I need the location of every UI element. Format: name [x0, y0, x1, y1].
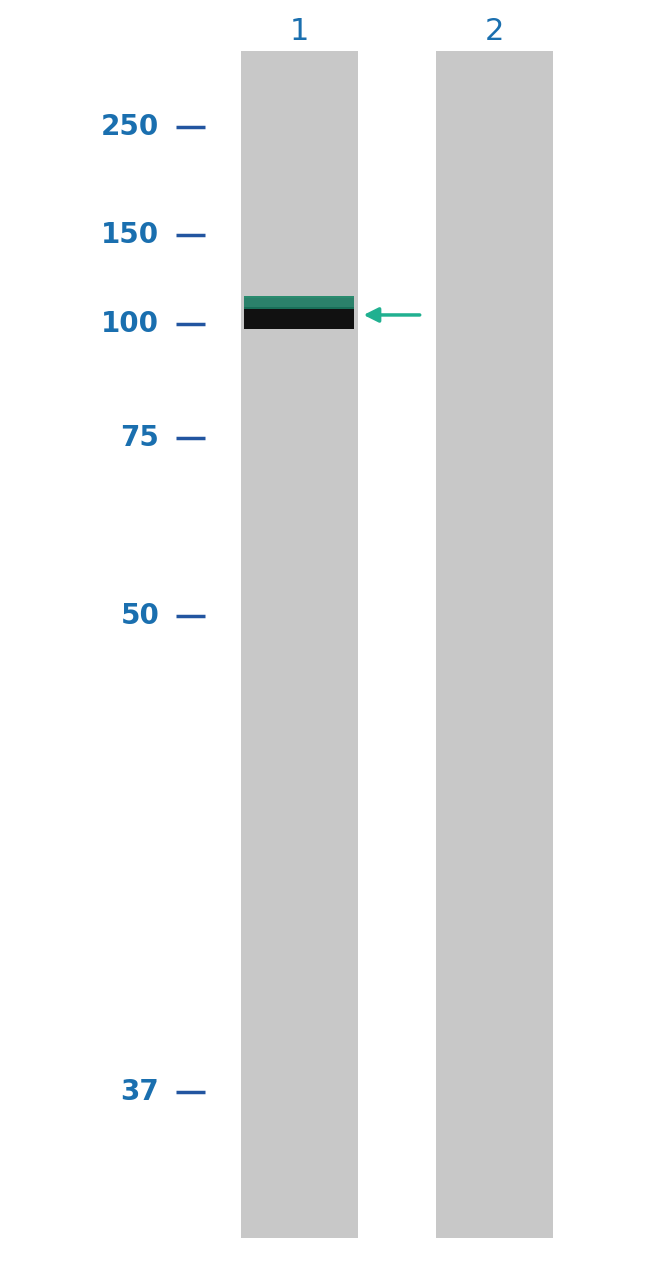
Text: 1: 1: [289, 18, 309, 46]
Text: 100: 100: [101, 310, 159, 338]
Bar: [436, 51, 552, 1238]
Text: 75: 75: [120, 424, 159, 452]
Text: 50: 50: [120, 602, 159, 630]
Bar: [244, 296, 354, 298]
Text: 150: 150: [101, 221, 159, 249]
Bar: [244, 307, 354, 329]
Text: 250: 250: [101, 113, 159, 141]
Text: 37: 37: [120, 1078, 159, 1106]
Bar: [244, 296, 354, 309]
Bar: [240, 51, 358, 1238]
Text: 2: 2: [484, 18, 504, 46]
